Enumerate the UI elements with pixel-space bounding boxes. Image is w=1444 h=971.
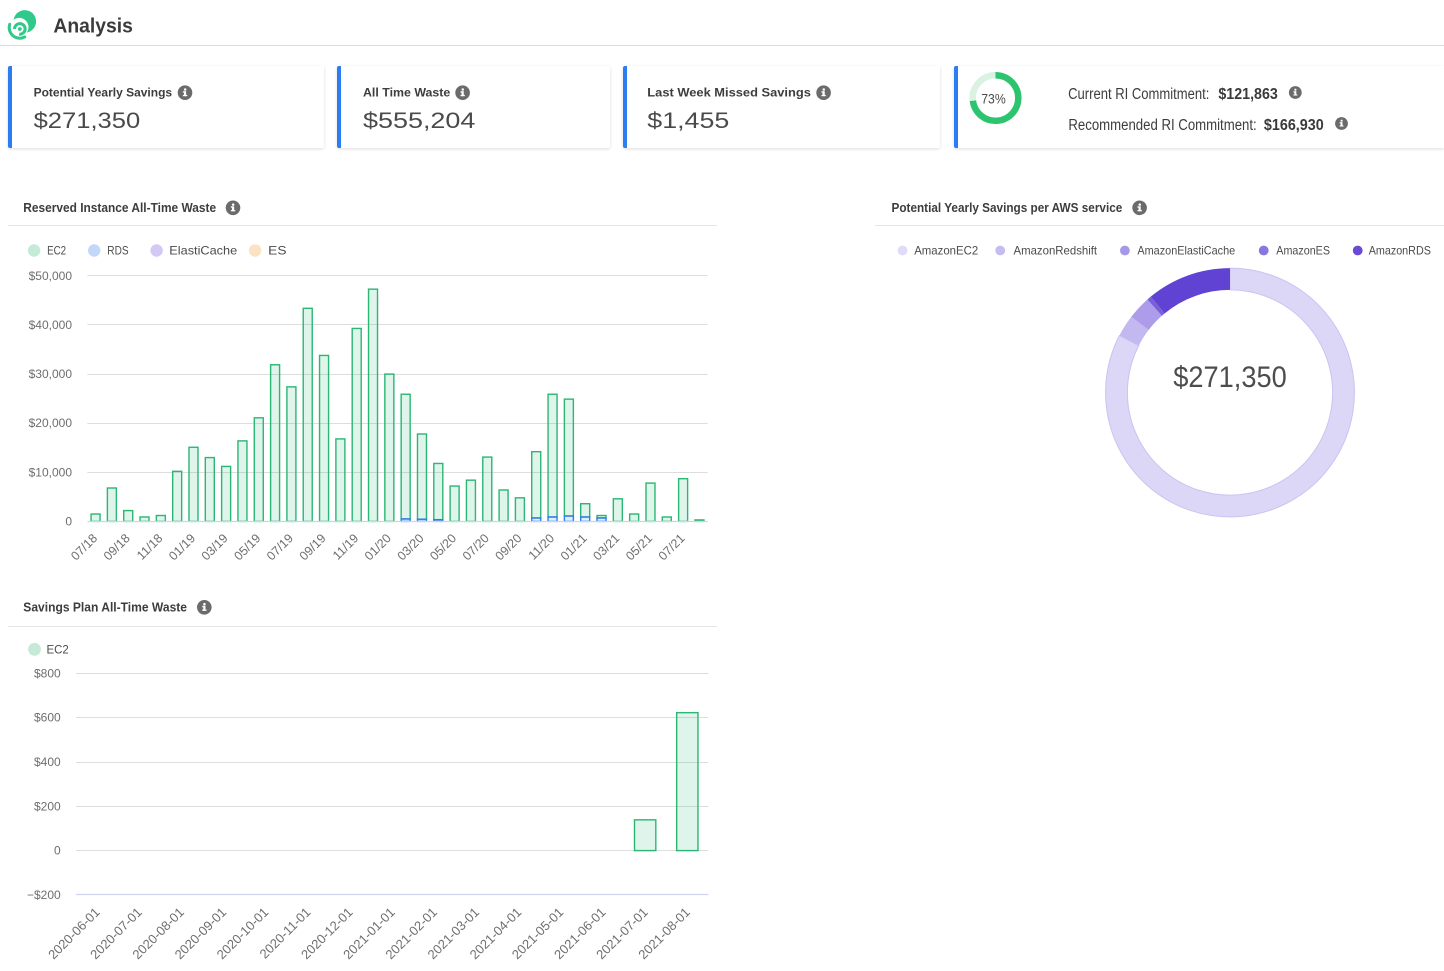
svg-text:07/21: 07/21: [656, 531, 688, 563]
svg-text:11/20: 11/20: [526, 531, 557, 562]
svg-text:$555,204: $555,204: [363, 108, 475, 133]
svg-text:ES: ES: [268, 244, 286, 258]
svg-text:09/18: 09/18: [101, 531, 133, 563]
svg-text:05/21: 05/21: [623, 531, 655, 563]
svg-text:01/20: 01/20: [362, 531, 394, 563]
svg-text:RDS: RDS: [107, 244, 128, 258]
svg-text:Last Week Missed Savings: Last Week Missed Savings: [647, 86, 811, 100]
svg-text:07/18: 07/18: [68, 531, 100, 563]
svg-text:Potential Yearly Savings per A: Potential Yearly Savings per AWS service: [892, 200, 1123, 215]
svg-text:01/19: 01/19: [166, 531, 198, 563]
svg-text:03/21: 03/21: [590, 531, 622, 563]
svg-text:AmazonElastiCache: AmazonElastiCache: [1137, 244, 1235, 258]
svg-text:01/21: 01/21: [558, 531, 590, 563]
svg-text:$600: $600: [34, 711, 61, 725]
svg-text:0: 0: [65, 514, 72, 528]
svg-text:09/19: 09/19: [297, 531, 329, 563]
svg-text:11/18: 11/18: [134, 531, 165, 562]
svg-text:$40,000: $40,000: [29, 318, 73, 332]
svg-text:All Time Waste: All Time Waste: [363, 86, 451, 100]
svg-text:07/20: 07/20: [460, 531, 492, 563]
svg-text:$20,000: $20,000: [29, 416, 73, 430]
svg-text:09/20: 09/20: [493, 531, 525, 563]
svg-text:$271,350: $271,350: [34, 108, 141, 133]
svg-text:$400: $400: [34, 755, 61, 769]
svg-text:AmazonEC2: AmazonEC2: [914, 244, 978, 258]
svg-text:$121,863: $121,863: [1218, 86, 1277, 103]
svg-text:03/19: 03/19: [199, 531, 231, 563]
svg-text:$166,930: $166,930: [1264, 117, 1324, 134]
svg-text:$30,000: $30,000: [29, 367, 73, 381]
svg-text:$800: $800: [34, 666, 61, 680]
svg-text:0: 0: [54, 844, 61, 858]
svg-text:Analysis: Analysis: [53, 15, 132, 37]
svg-text:Savings Plan All-Time Waste: Savings Plan All-Time Waste: [23, 600, 187, 615]
svg-text:05/19: 05/19: [231, 531, 263, 563]
svg-text:AmazonRDS: AmazonRDS: [1369, 244, 1431, 258]
svg-text:05/20: 05/20: [427, 531, 459, 563]
svg-text:ElastiCache: ElastiCache: [169, 244, 237, 258]
svg-text:$10,000: $10,000: [29, 465, 73, 479]
svg-text:AmazonRedshift: AmazonRedshift: [1014, 244, 1098, 258]
svg-text:Potential Yearly Savings: Potential Yearly Savings: [34, 86, 173, 100]
svg-text:Current RI Commitment:: Current RI Commitment:: [1068, 86, 1209, 103]
svg-text:AmazonES: AmazonES: [1276, 244, 1330, 258]
svg-text:−$200: −$200: [27, 888, 61, 902]
svg-text:$200: $200: [34, 799, 61, 813]
svg-text:73%: 73%: [981, 90, 1006, 106]
svg-text:03/20: 03/20: [395, 531, 427, 563]
svg-text:11/19: 11/19: [330, 531, 361, 562]
svg-text:$1,455: $1,455: [647, 108, 729, 133]
svg-text:07/19: 07/19: [264, 531, 296, 563]
svg-text:$271,350: $271,350: [1173, 361, 1286, 394]
svg-text:Reserved Instance All-Time Was: Reserved Instance All-Time Waste: [23, 200, 216, 215]
svg-text:$50,000: $50,000: [29, 269, 73, 283]
svg-text:Recommended RI Commitment:: Recommended RI Commitment:: [1068, 117, 1256, 134]
svg-text:EC2: EC2: [47, 244, 66, 258]
svg-text:EC2: EC2: [47, 643, 70, 657]
